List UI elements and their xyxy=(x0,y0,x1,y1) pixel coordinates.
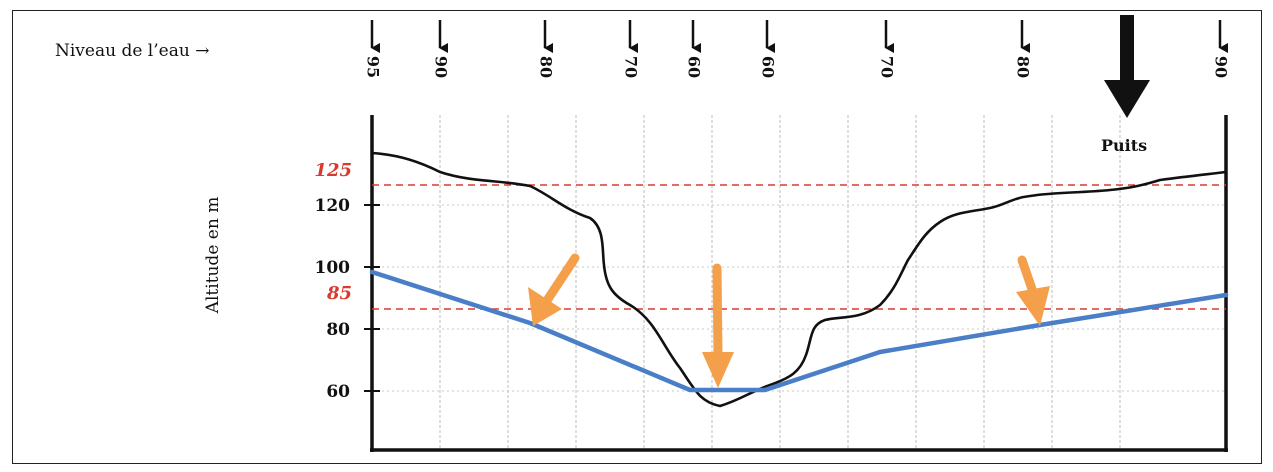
water-level-value: 70 xyxy=(622,56,641,78)
red-level-labels: 125 85 xyxy=(314,160,352,304)
vertical-grid xyxy=(439,115,1121,450)
water-level-value: 90 xyxy=(1212,56,1231,78)
level-label-85: 85 xyxy=(326,283,352,304)
y-axis-label: Altitude en m xyxy=(203,197,223,315)
flow-arrow-right xyxy=(1016,255,1050,326)
y-tick-labels: 60 80 100 120 xyxy=(315,196,351,402)
water-level-value: 80 xyxy=(1014,56,1033,78)
water-level-value: 70 xyxy=(878,56,897,78)
y-tick-label: 80 xyxy=(326,320,350,340)
axes xyxy=(370,115,1228,452)
well-label: Puits xyxy=(1101,136,1147,155)
water-level-arrows xyxy=(370,20,1228,53)
water-level-values: 95 90 80 70 60 60 70 80 90 xyxy=(364,56,1231,78)
flow-arrows xyxy=(528,253,1050,388)
level-label-125: 125 xyxy=(314,160,352,181)
water-level-value: 80 xyxy=(537,56,556,78)
water-level-label: Niveau de l’eau → xyxy=(55,41,209,61)
water-table-line xyxy=(369,269,1229,393)
water-level-value: 60 xyxy=(685,56,704,78)
y-tick-label: 60 xyxy=(326,382,350,402)
water-level-value: 90 xyxy=(432,56,451,78)
water-level-value: 60 xyxy=(759,56,778,78)
reference-lines xyxy=(372,184,1226,310)
well-arrow xyxy=(1104,15,1150,118)
flow-arrow-left xyxy=(528,253,580,326)
y-ticks xyxy=(364,204,380,392)
water-level-value: 95 xyxy=(364,56,383,78)
terrain-profile xyxy=(371,151,1227,408)
flow-arrow-center xyxy=(702,263,734,388)
y-tick-label: 120 xyxy=(315,196,351,216)
y-tick-label: 100 xyxy=(315,258,351,278)
diagram-frame xyxy=(12,10,1262,464)
horizontal-grid xyxy=(372,204,1226,392)
